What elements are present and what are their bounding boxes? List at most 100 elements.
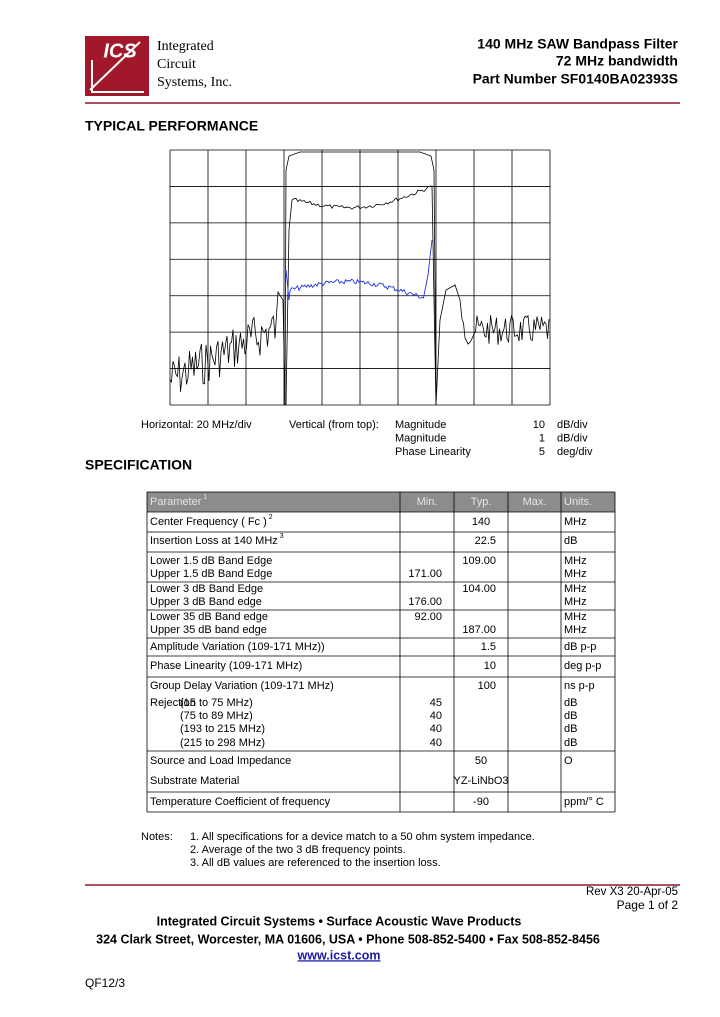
note: 3. All dB values are referenced to the i… <box>190 857 441 869</box>
scale-name: Phase Linearity <box>395 446 471 458</box>
cell-units: dB <box>564 535 577 547</box>
cell-min: 40 <box>430 737 442 749</box>
cell-max: 100 <box>478 680 496 692</box>
website-link[interactable]: www.icst.com <box>297 948 381 962</box>
revision: Rev X3 20-Apr-05 <box>586 886 678 898</box>
cell-parameter: (215 to 298 MHz) <box>180 737 265 749</box>
cell-min: 40 <box>430 710 442 722</box>
cell-units: deg p-p <box>564 660 601 672</box>
cell-parameter: (193 to 215 MHz) <box>180 723 265 735</box>
cell-label: Rejection <box>150 697 196 709</box>
cell-parameter: Lower 1.5 dB Band Edge <box>150 555 272 567</box>
logo-text: ICS <box>103 40 137 62</box>
scale-name: Magnitude <box>395 432 446 444</box>
trace <box>285 239 433 301</box>
cell-units: MHz <box>564 568 587 580</box>
company: Integrated <box>157 39 214 54</box>
cell-parameter: Upper 1.5 dB Band Edge <box>150 568 272 580</box>
cell-parameter: Center Frequency ( Fc ) <box>150 516 267 528</box>
cell-parameter: Phase Linearity (109-171 MHz) <box>150 660 302 672</box>
cell-min: 45 <box>430 697 442 709</box>
cell-parameter: Lower 35 dB Band edge <box>150 611 268 623</box>
cell-max: 187.00 <box>462 624 496 636</box>
form-number: QF12/3 <box>85 976 125 990</box>
note: 2. Average of the two 3 dB frequency poi… <box>190 844 406 856</box>
cell-units: dB <box>564 710 577 722</box>
cell-units: ppm/° C <box>564 796 604 808</box>
cell-parameter: Substrate Material <box>150 775 239 787</box>
footer-line: Integrated Circuit Systems • Surface Aco… <box>157 914 522 928</box>
scale-name: Magnitude <box>395 419 446 431</box>
cell-max: Max. <box>523 496 547 508</box>
notes-label: Notes: <box>141 831 173 843</box>
scale-value: 10 <box>533 419 545 431</box>
scale-unit: dB/div <box>557 432 588 444</box>
cell-units: MHz <box>564 516 587 528</box>
spec-table: Parameter 1 Min. Typ. Max. Units. Center Frequ… <box>146 491 616 813</box>
legend-text: Vertical (from top): <box>289 419 379 431</box>
cell-max: 1.5 <box>481 641 496 653</box>
cell-parameter: (75 to 89 MHz) <box>180 710 253 722</box>
table-header-bg <box>147 492 615 512</box>
footnote-mark: 1 <box>203 494 207 501</box>
cell-max: 10 <box>484 660 496 672</box>
cell-max: 109.00 <box>462 555 496 567</box>
scale-unit: dB/div <box>557 419 588 431</box>
cell-units: MHz <box>564 555 587 567</box>
trace <box>285 185 437 406</box>
footnote-mark: 3 <box>280 533 284 540</box>
scales: Magnitude 10 dB/div Magnitude 1 dB/div Phase L… <box>395 419 593 458</box>
cell-units: dB <box>564 723 577 735</box>
logo: ICS <box>85 36 149 96</box>
cell-typ: 50 <box>475 755 487 767</box>
cell-units: dB p-p <box>564 641 596 653</box>
cell-units: ns p-p <box>564 680 595 692</box>
section-title: TYPICAL PERFORMANCE <box>85 118 258 134</box>
scale-unit: deg/div <box>557 446 593 458</box>
footer-line: 324 Clark Street, Worcester, MA 01606, U… <box>96 932 600 946</box>
scale-value: 1 <box>539 432 545 444</box>
cell-parameter: (15 to 75 MHz) <box>180 697 253 709</box>
cell-min: 171.00 <box>408 568 442 580</box>
cell-units: Units. <box>564 496 592 508</box>
cell-parameter: Group Delay Variation (109-171 MHz) <box>150 680 334 692</box>
cell-parameter: Insertion Loss at 140 MHz <box>150 535 278 547</box>
cell-parameter: Temperature Coefficient of frequency <box>150 796 331 808</box>
doc-title: 140 MHz SAW Bandpass Filter <box>477 36 678 52</box>
cell-min: Min. <box>417 496 438 508</box>
cell-units: MHz <box>564 596 587 608</box>
note: 1. All specifications for a device match… <box>190 831 535 843</box>
cell-units: MHz <box>564 624 587 636</box>
footnote-mark: 2 <box>269 514 273 521</box>
cell-units: MHz <box>564 611 587 623</box>
cell-parameter: Source and Load Impedance <box>150 755 291 767</box>
cell-parameter: Amplitude Variation (109-171 MHz)) <box>150 641 325 653</box>
company: Systems, Inc. <box>157 75 232 90</box>
cell-typ: Typ. <box>471 496 492 508</box>
section-title: SPECIFICATION <box>85 457 192 473</box>
cell-typ: 140 <box>472 516 490 528</box>
cell-max: 104.00 <box>462 583 496 595</box>
cell-parameter: Lower 3 dB Band Edge <box>150 583 263 595</box>
cell-parameter: Upper 3 dB Band edge <box>150 596 262 608</box>
cell-parameter: Parameter <box>150 496 202 508</box>
doc-title: Part Number SF0140BA02393S <box>473 71 678 87</box>
doc-title: 72 MHz bandwidth <box>556 53 678 69</box>
cell-units: O <box>564 755 573 767</box>
cell-typ: YZ-LiNbO3 <box>453 775 508 787</box>
cell-min: 176.00 <box>408 596 442 608</box>
plot <box>169 149 551 406</box>
cell-units: dB <box>564 737 577 749</box>
page-number: Page 1 of 2 <box>617 898 679 912</box>
cell-typ: -90 <box>473 796 489 808</box>
cell-max: 22.5 <box>475 535 496 547</box>
cell-units: MHz <box>564 583 587 595</box>
cell-min: 92.00 <box>414 611 442 623</box>
cell-parameter: Upper 35 dB band edge <box>150 624 267 636</box>
cell-min: 40 <box>430 723 442 735</box>
trace <box>169 151 550 406</box>
cell-units: dB <box>564 697 577 709</box>
company: Circuit <box>157 57 196 72</box>
scale-value: 5 <box>539 446 545 458</box>
